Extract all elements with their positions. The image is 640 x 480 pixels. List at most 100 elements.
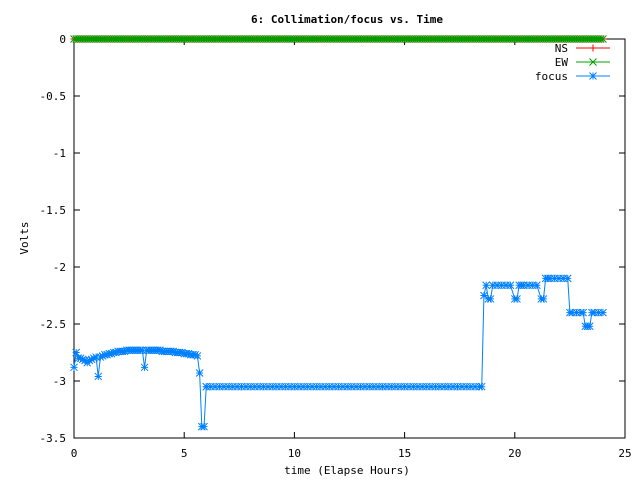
data-point-focus [220, 382, 228, 391]
data-point-focus [277, 382, 286, 391]
x-tick-label: 25 [618, 447, 631, 460]
data-point-focus [532, 281, 541, 290]
data-point-focus [488, 281, 497, 290]
x-tick-label: 10 [288, 447, 301, 460]
data-point-focus [343, 382, 352, 391]
data-point-focus [303, 382, 312, 391]
data-point-focus [255, 382, 263, 391]
legend-marker-NS [589, 44, 597, 52]
data-point-focus [413, 382, 422, 391]
x-tick-label: 0 [71, 447, 78, 460]
data-point-focus [325, 382, 334, 391]
data-point-focus [290, 382, 299, 391]
data-point-EW [596, 35, 605, 43]
data-point-focus [590, 308, 598, 317]
data-point-focus [524, 281, 532, 290]
y-tick-label: -3 [53, 375, 66, 388]
data-point-focus [156, 346, 164, 355]
data-point-focus [70, 363, 78, 372]
x-tick-label: 20 [508, 447, 521, 460]
data-point-focus [200, 422, 208, 431]
legend-marker-EW [589, 58, 597, 66]
data-point-focus [519, 281, 528, 290]
y-tick-label: -1 [53, 147, 66, 160]
data-point-focus [87, 355, 96, 364]
data-point-focus [513, 295, 521, 303]
data-point-focus [391, 382, 400, 391]
data-point-focus [316, 382, 325, 391]
y-tick-label: -3.5 [40, 432, 67, 445]
legend-label-EW: EW [555, 56, 569, 69]
data-point-focus [369, 382, 378, 391]
data-point-focus [502, 281, 510, 290]
data-point-focus [195, 369, 204, 377]
data-point-EW [599, 35, 607, 43]
data-point-focus [449, 382, 457, 391]
data-point-focus [224, 382, 233, 391]
x-tick-label: 15 [398, 447, 411, 460]
data-point-focus [383, 382, 391, 391]
data-point-focus [594, 308, 603, 317]
data-point-focus [98, 352, 107, 360]
legend-label-focus: focus [535, 70, 568, 83]
data-point-focus [563, 274, 572, 283]
data-point-focus [462, 382, 471, 391]
legend-label-NS: NS [555, 42, 568, 55]
data-point-focus [89, 354, 98, 363]
y-tick-label: -1.5 [40, 204, 67, 217]
data-point-focus [178, 348, 186, 357]
data-point-focus [427, 382, 435, 391]
data-point-focus [228, 382, 237, 391]
data-point-focus [466, 382, 475, 391]
data-point-focus [471, 382, 479, 391]
data-point-focus [422, 382, 431, 391]
data-point-focus [299, 382, 308, 391]
data-point-focus [72, 348, 81, 357]
data-point-focus [585, 322, 594, 331]
data-point-focus [246, 382, 255, 391]
data-point-focus [378, 382, 387, 391]
data-point-focus [92, 353, 100, 361]
data-point-focus [365, 382, 374, 391]
data-point-focus [374, 382, 383, 391]
data-point-focus [528, 281, 537, 290]
data-point-focus [294, 382, 303, 391]
data-point-focus [405, 382, 413, 391]
data-point-focus [361, 382, 369, 391]
data-point-focus [356, 382, 365, 391]
data-point-focus [506, 281, 515, 290]
data-point-focus [436, 382, 444, 391]
data-point-focus [559, 274, 568, 283]
chart-title: 6: Collimation/focus vs. Time [251, 13, 443, 26]
data-point-focus [259, 382, 268, 391]
y-tick-label: -2.5 [40, 318, 67, 331]
data-point-focus [568, 308, 576, 317]
data-point-focus [268, 382, 277, 391]
data-point-focus [387, 382, 396, 391]
data-point-focus [312, 382, 321, 391]
data-point-focus [120, 347, 129, 356]
data-point-focus [169, 347, 178, 356]
data-point-focus [112, 348, 120, 357]
data-point-focus [85, 356, 94, 365]
data-point-focus [202, 382, 211, 391]
data-point-focus [308, 382, 316, 391]
y-tick-label: 0 [59, 33, 66, 46]
data-point-focus [191, 350, 200, 359]
data-point-focus [184, 349, 193, 358]
data-point-focus [321, 382, 330, 391]
data-point-focus [572, 308, 581, 317]
data-point-focus [347, 382, 356, 391]
data-point-focus [409, 382, 418, 391]
data-point-focus [264, 382, 272, 391]
data-point-focus [233, 382, 241, 391]
data-point-focus [138, 346, 147, 355]
data-point-focus [480, 291, 488, 300]
data-point-focus [103, 350, 111, 359]
data-point-focus [334, 382, 343, 391]
data-point-focus [482, 281, 491, 290]
data-point-focus [76, 354, 85, 363]
data-point-focus [579, 308, 587, 317]
data-point-focus [272, 382, 281, 391]
